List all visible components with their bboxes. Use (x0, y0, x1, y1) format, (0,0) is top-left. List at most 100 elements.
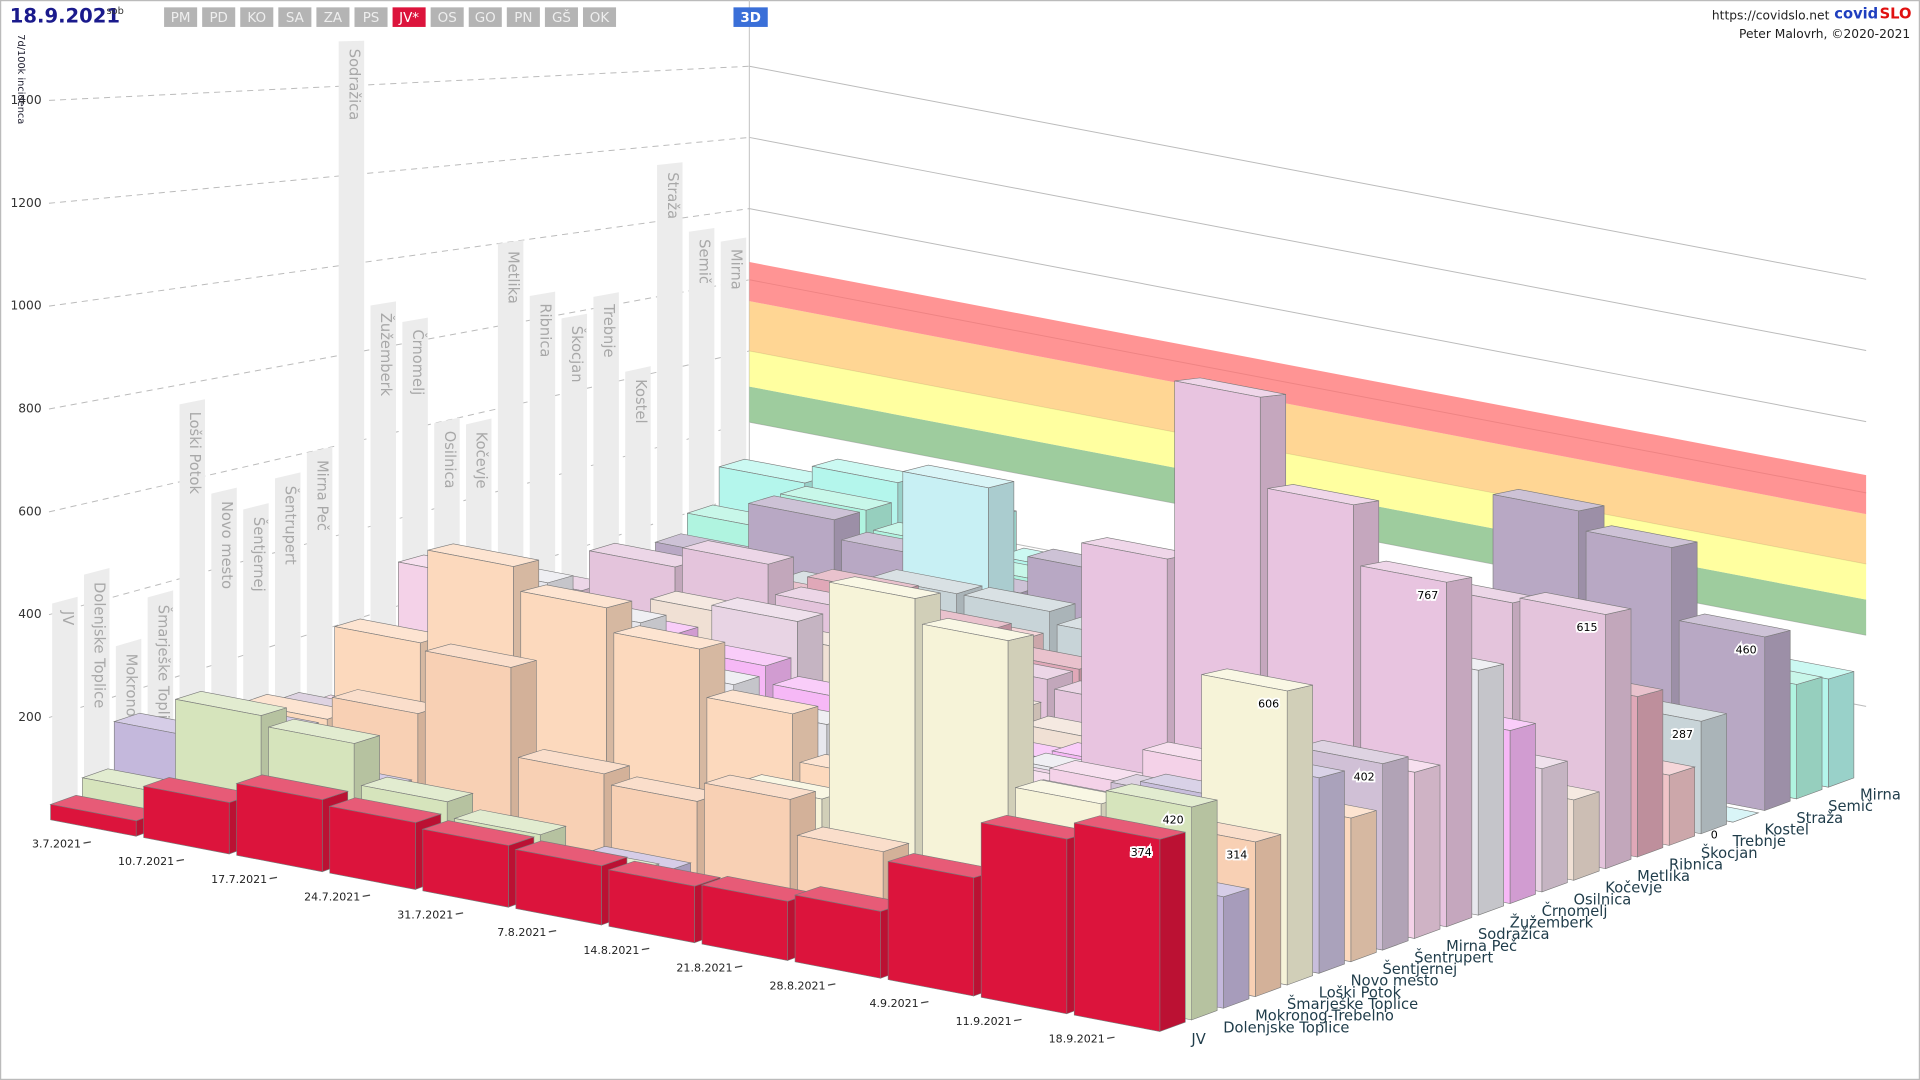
wall-max-bar (275, 472, 301, 738)
wall-max-bar (306, 446, 333, 727)
bar (1073, 815, 1186, 1032)
grid-line (48, 279, 750, 410)
row-label: Metlika (1637, 868, 1690, 885)
row-label: Mokronog-Trebelno (1255, 1008, 1394, 1025)
row-label: Trebnje (1732, 833, 1786, 850)
nav-button[interactable]: JV* (392, 7, 426, 27)
nav-button-label: PD (209, 11, 227, 26)
x-tick-label: 3.7.2021 (32, 837, 81, 850)
nav-button[interactable]: KO (240, 7, 274, 27)
x-tick-label: 21.8.2021 (676, 962, 732, 975)
bar-side (1796, 676, 1823, 800)
bar-side (1764, 629, 1791, 811)
nav-button-bg (278, 7, 312, 27)
wall-label: Metlika (505, 251, 522, 304)
row-label: Šentjernej (1382, 960, 1457, 978)
wall-label: Novo mesto (218, 501, 235, 589)
wall-label: Škocjan (568, 326, 586, 383)
row-label: Kočevje (1605, 880, 1662, 897)
x-tick (548, 930, 557, 933)
row-label: Kostel (1764, 822, 1808, 839)
bar-side (1159, 831, 1186, 1032)
bar-side (1668, 766, 1695, 846)
value-label: 287 (1672, 728, 1693, 741)
nav-button-bg (316, 7, 350, 27)
row-label: Semič (1828, 798, 1873, 815)
nav-button-bg (468, 7, 502, 27)
nav-button-label: ZA (324, 11, 343, 26)
nav-button-bg (506, 7, 540, 27)
nav-button[interactable]: OK (582, 7, 617, 27)
nav-button[interactable]: PD (202, 7, 236, 27)
bar-side (1318, 770, 1345, 974)
wall-label: Kočevje (473, 432, 490, 489)
value-label: 0 (1711, 829, 1718, 842)
bar-side (1477, 663, 1504, 916)
wall-label: Črnomelj (409, 329, 427, 395)
wall-max-bar (211, 487, 237, 762)
x-tick-label: 28.8.2021 (769, 979, 825, 992)
x-tick (734, 965, 743, 968)
row-label: Šmarješke Toplice (1287, 995, 1418, 1013)
nav-button[interactable]: OS (430, 7, 464, 27)
mode-button-label: 3D (740, 11, 761, 26)
nav-button-label: KO (247, 11, 266, 26)
bar-front (236, 783, 323, 873)
wall-max-bar (657, 162, 683, 599)
wall-label: Sodražica (345, 49, 362, 121)
wall-label: Šentrupert (282, 486, 300, 565)
value-label: 615 (1576, 621, 1597, 634)
grid-line (48, 208, 750, 307)
nav-button[interactable]: PN (506, 7, 540, 27)
nav-button[interactable]: GŠ (544, 7, 578, 27)
x-tick-label: 14.8.2021 (583, 944, 639, 957)
risk-band (749, 301, 1867, 564)
bar-side (1286, 684, 1313, 986)
nav-button-bg (240, 7, 274, 27)
bar (793, 886, 908, 979)
nav-button[interactable]: ZA (316, 7, 350, 27)
mode-button-bg (733, 7, 768, 27)
wall-label: Mirna (727, 249, 744, 290)
y-tick-label: 200 (18, 710, 41, 724)
row-label: Sodražica (1478, 926, 1550, 943)
weekday: sob (107, 6, 124, 17)
risk-band (749, 262, 1867, 515)
brand-slo: SLO (1880, 6, 1912, 23)
row-label: Mirna (1860, 787, 1901, 804)
wall-label: Žužemberk (377, 313, 395, 397)
wall-label: Ribnica (536, 303, 553, 357)
nav-button-label: OK (590, 11, 611, 26)
nav-button[interactable]: GO (468, 7, 502, 27)
bar-side (1637, 689, 1664, 858)
wall-max-bar (338, 40, 365, 715)
nav-button-bg (164, 7, 198, 27)
nav-button-bg (392, 7, 426, 27)
x-tick-label: 11.9.2021 (956, 1015, 1012, 1028)
x-tick (1107, 1036, 1115, 1040)
wall-max-bar (688, 228, 715, 587)
bar-front (422, 828, 509, 908)
value-label: 460 (1736, 644, 1757, 657)
value-label: 767 (1417, 589, 1438, 602)
nav-button-label: GO (475, 11, 496, 26)
nav-button-bg (544, 7, 578, 27)
mode-button[interactable]: 3D (733, 7, 768, 27)
wall-max-bar (370, 301, 396, 703)
wall-label: Šmarješke Toplice (154, 605, 172, 736)
row-label: Loški Potok (1319, 984, 1402, 1001)
bar-front (794, 894, 881, 979)
x-tick (920, 1001, 929, 1004)
nav-button-label: PN (514, 11, 532, 26)
nav-button[interactable]: SA (278, 7, 312, 27)
nav-button-label: OS (438, 11, 457, 26)
nav-button[interactable]: PM (164, 7, 198, 27)
wall-label: Trebnje (600, 303, 617, 357)
wall-max-bar (529, 291, 556, 645)
x-tick (176, 859, 185, 862)
nav-button[interactable]: PS (354, 7, 388, 27)
x-tick (83, 841, 91, 844)
bar-side (1573, 791, 1600, 881)
wall-label: Dolenjske Toplice (91, 582, 108, 708)
